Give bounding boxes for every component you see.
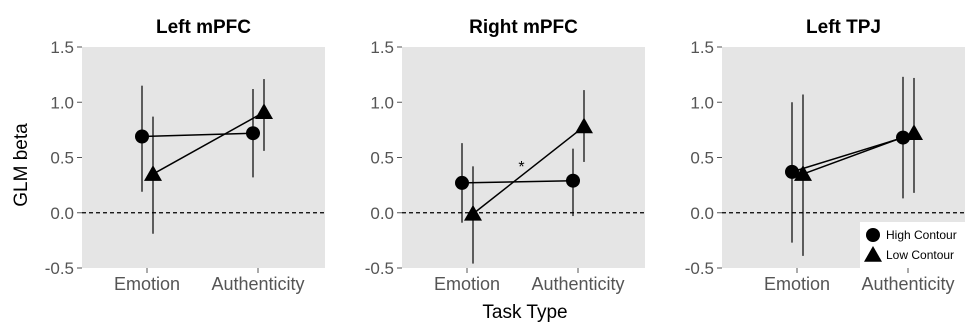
y-tick-label: -0.5 — [45, 259, 74, 278]
y-tick-label: 0.0 — [50, 204, 74, 223]
x-tick-label: Emotion — [764, 274, 830, 294]
series-line-1 — [472, 125, 585, 215]
data-point — [144, 165, 162, 181]
legend-key — [864, 246, 882, 262]
data-point — [794, 165, 812, 181]
panel-title: Left TPJ — [806, 17, 881, 38]
panel-title: Left mPFC — [156, 17, 251, 38]
x-tick-label: Authenticity — [861, 274, 954, 294]
data-point — [785, 164, 799, 179]
data-point — [575, 117, 593, 134]
panel-background — [402, 47, 645, 268]
x-tick-label: Emotion — [434, 274, 500, 294]
y-tick-label: 1.0 — [50, 93, 74, 112]
x-tick-label: Emotion — [114, 274, 180, 294]
data-point — [255, 103, 273, 119]
legend-label: High Contour — [886, 228, 957, 242]
series-line-1 — [802, 132, 915, 175]
y-tick-label: 0.5 — [370, 149, 394, 168]
data-point — [566, 173, 580, 188]
legend-key — [866, 228, 880, 242]
y-tick-label: 0.0 — [690, 204, 714, 223]
legend-label: Low Contour — [886, 248, 954, 262]
y-tick-label: 1.5 — [370, 38, 394, 57]
panel-2: Left TPJ -0.5 0.0 0.5 1.0 1.5 Emotion Authentic… — [685, 17, 965, 294]
series-line-1 — [152, 111, 265, 175]
y-tick-label: 1.0 — [690, 93, 714, 112]
data-point — [135, 129, 149, 144]
series-line-0 — [461, 179, 574, 184]
data-point — [464, 204, 482, 221]
panel-background — [82, 47, 325, 268]
panels: Left mPFC -0.5 0.0 0.5 1.0 1.5 Emotion Authenti… — [45, 17, 965, 294]
y-tick-label: 1.5 — [50, 38, 74, 57]
x-tick-label: Authenticity — [531, 274, 624, 294]
x-tick-label: Authenticity — [211, 274, 304, 294]
significance-annotation: * — [518, 159, 524, 176]
y-tick-label: 0.5 — [50, 149, 74, 168]
panel-1: Right mPFC -0.5 0.0 0.5 1.0 1.5 Emotion Authent… — [365, 17, 645, 294]
panel-0: Left mPFC -0.5 0.0 0.5 1.0 1.5 Emotion Authenti… — [45, 17, 325, 294]
series-line-0 — [141, 132, 254, 138]
y-tick-label: -0.5 — [685, 259, 714, 278]
panel-title: Right mPFC — [469, 17, 578, 38]
y-tick-label: 1.5 — [690, 38, 714, 57]
y-tick-label: 0.5 — [690, 149, 714, 168]
y-axis-title: GLM beta — [11, 123, 32, 207]
y-tick-label: 0.0 — [370, 204, 394, 223]
data-point — [246, 126, 260, 141]
y-tick-label: -0.5 — [365, 259, 394, 278]
y-tick-label: 1.0 — [370, 93, 394, 112]
data-point — [455, 175, 469, 190]
x-axis-title: Task Type — [482, 302, 567, 323]
data-point — [905, 124, 923, 140]
